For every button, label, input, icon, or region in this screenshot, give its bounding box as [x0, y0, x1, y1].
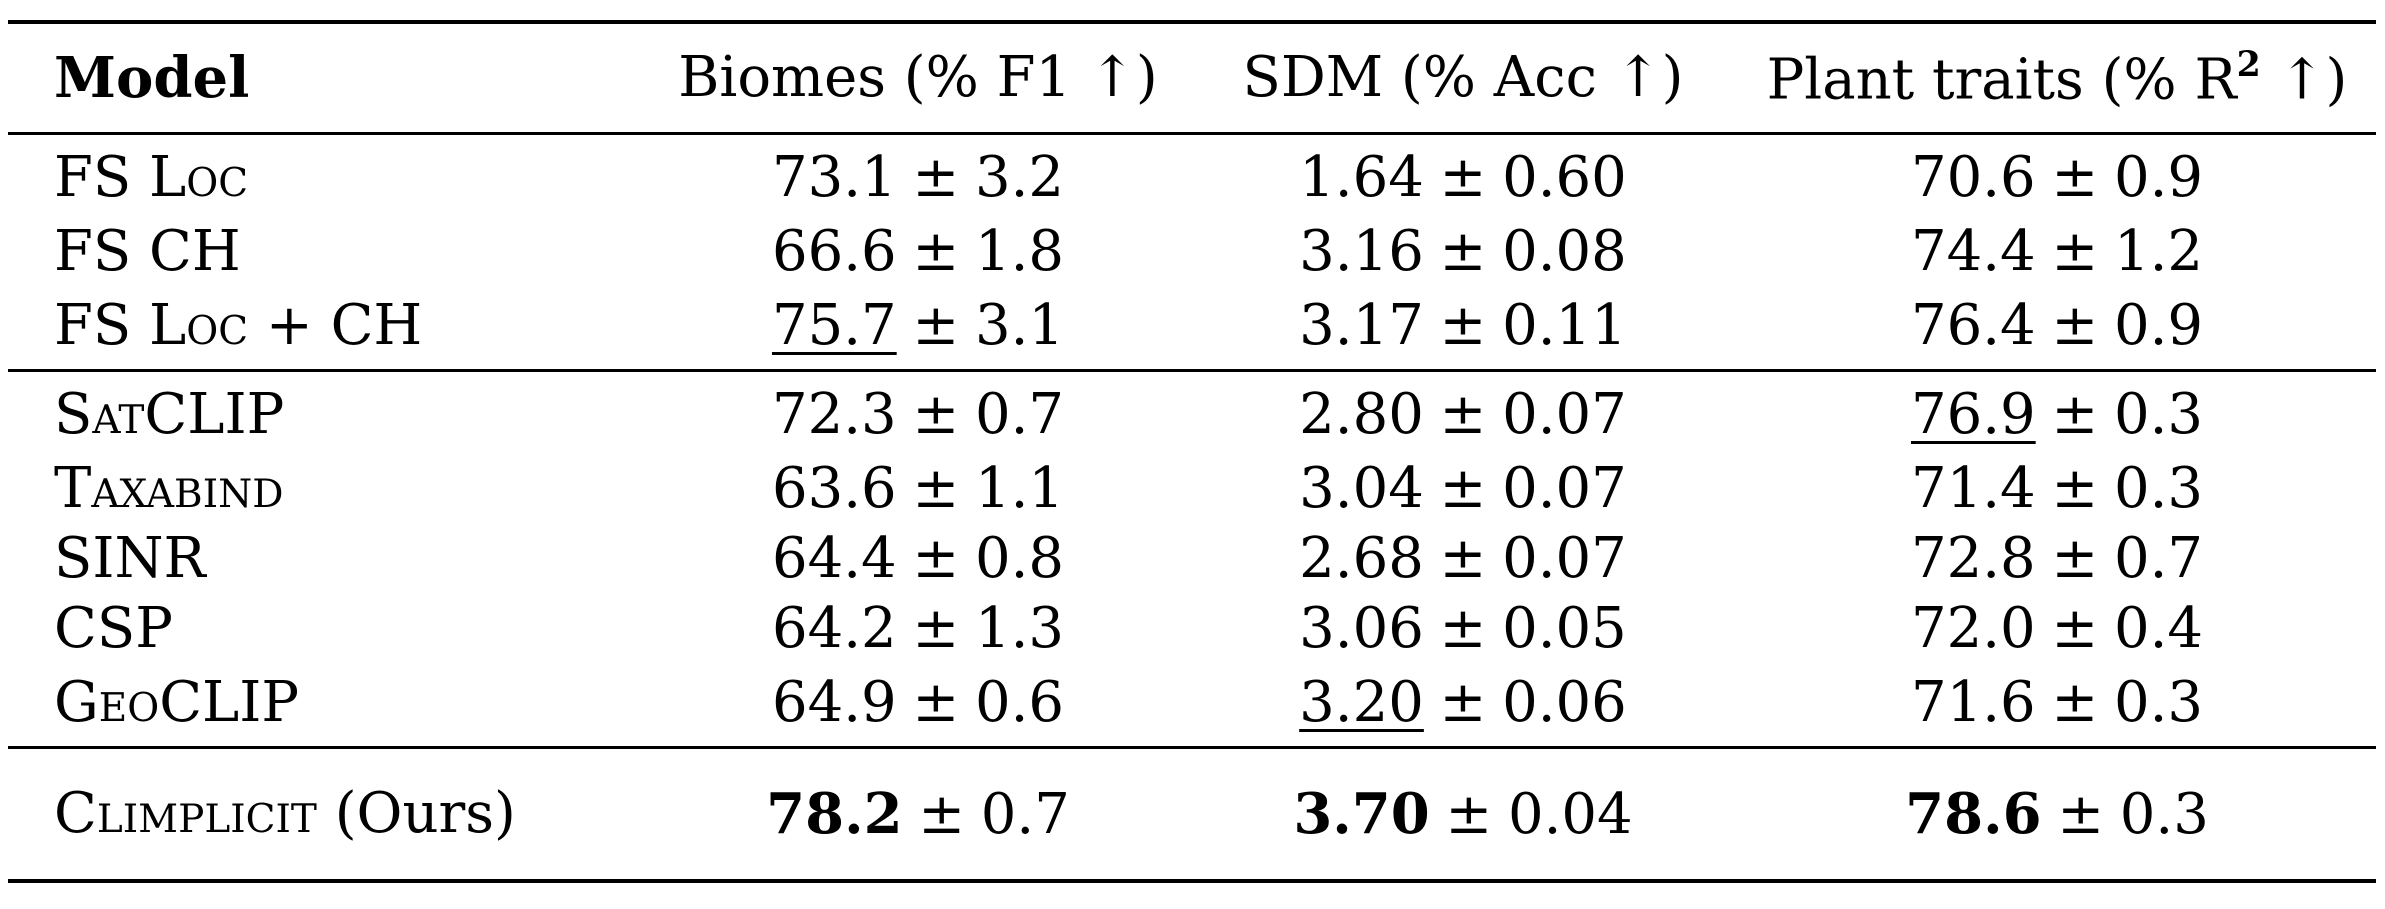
- sdm-cell: 3.20 ±0.06: [1299, 670, 1627, 735]
- biomes-cell: 64.9 ±0.6: [771, 670, 1064, 735]
- header-plant-traits: Plant traits (% R2 ↑): [1738, 20, 2376, 135]
- model-name: CSP: [54, 596, 173, 661]
- model-name: FS Loc: [54, 145, 249, 210]
- model-name: Climplicit (Ours): [8, 746, 648, 883]
- header-model: Model: [8, 20, 648, 135]
- sdm-cell: 2.80 ±0.07: [1188, 369, 1738, 454]
- table-row: FS CH 66.6 ±1.8 3.16 ±0.08 74.4 ±1.2: [8, 217, 2376, 287]
- traits-cell: 71.6 ±0.3: [1910, 670, 2203, 735]
- traits-cell: 72.8 ±0.7: [1910, 526, 2203, 591]
- header-sdm: SDM (% Acc ↑): [1188, 20, 1738, 135]
- best-value: 3.70: [1293, 780, 1430, 847]
- biomes-cell: 75.7 ±3.1: [771, 293, 1064, 358]
- traits-cell: 74.4 ±1.2: [1910, 219, 2203, 284]
- model-name: FS Loc + CH: [54, 293, 423, 358]
- biomes-cell: 73.1 ±3.2: [771, 145, 1064, 210]
- sdm-cell: 3.16 ±0.08: [1299, 219, 1627, 284]
- biomes-cell: 66.6 ±1.8: [771, 219, 1064, 284]
- second-best-value: 75.7: [771, 293, 897, 358]
- best-value: 78.6: [1905, 780, 2042, 847]
- table-row: SatCLIP 72.3 ±0.7 2.80 ±0.07 76.9 ±0.3: [8, 369, 2376, 454]
- table-row: Taxabind 63.6 ±1.1 3.04 ±0.07 71.4 ±0.3: [8, 454, 2376, 524]
- biomes-cell: 64.2 ±1.3: [771, 596, 1064, 661]
- sdm-cell: 3.17 ±0.11: [1299, 293, 1627, 358]
- table-body: FS Loc 73.1 ±3.2 1.64 ±0.60 70.6 ±0.9 FS CH…: [8, 134, 2376, 883]
- second-best-value: 76.9: [1910, 382, 2036, 447]
- biomes-cell: 72.3 ±0.7: [648, 369, 1188, 454]
- table-row: FS Loc 73.1 ±3.2 1.64 ±0.60 70.6 ±0.9: [8, 134, 2376, 218]
- model-name: SatCLIP: [8, 369, 648, 454]
- model-name: Taxabind: [54, 456, 284, 521]
- sdm-cell: 3.04 ±0.07: [1299, 456, 1627, 521]
- traits-cell: 72.0 ±0.4: [1910, 596, 2203, 661]
- sdm-cell: 2.68 ±0.07: [1299, 526, 1627, 591]
- sdm-cell: 3.06 ±0.05: [1299, 596, 1627, 661]
- header-biomes: Biomes (% F1 ↑): [648, 20, 1188, 135]
- traits-cell: 76.4 ±0.9: [1910, 293, 2203, 358]
- traits-cell: 70.6 ±0.9: [1910, 145, 2203, 210]
- model-name: SINR: [54, 526, 206, 591]
- table-row: FS Loc + CH 75.7 ±3.1 3.17 ±0.11 76.4 ±0.9: [8, 287, 2376, 371]
- header-row: Model Biomes (% F1 ↑) SDM (% Acc ↑) Plan…: [8, 20, 2376, 135]
- traits-cell: 71.4 ±0.3: [1910, 456, 2203, 521]
- biomes-cell: 63.6 ±1.1: [771, 456, 1064, 521]
- table-row-ours: Climplicit (Ours) 78.2 ±0.7 3.70 ±0.04 78.…: [8, 746, 2376, 883]
- model-name: GeoCLIP: [54, 670, 300, 735]
- table-row: CSP 64.2 ±1.3 3.06 ±0.05 72.0 ±0.4: [8, 594, 2376, 664]
- best-value: 78.2: [766, 780, 903, 847]
- traits-cell: 76.9 ±0.3: [1738, 369, 2376, 454]
- model-name: FS CH: [54, 219, 241, 284]
- biomes-cell: 78.2 ±0.7: [648, 746, 1188, 883]
- table-row: GeoCLIP 64.9 ±0.6 3.20 ±0.06 71.6 ±0.3: [8, 664, 2376, 748]
- results-table: Model Biomes (% F1 ↑) SDM (% Acc ↑) Plan…: [8, 20, 2376, 883]
- sdm-cell: 1.64 ±0.60: [1299, 145, 1627, 210]
- traits-cell: 78.6 ±0.3: [1738, 746, 2376, 883]
- second-best-value: 3.20: [1299, 670, 1424, 735]
- table-row: SINR 64.4 ±0.8 2.68 ±0.07 72.8 ±0.7: [8, 524, 2376, 594]
- sdm-cell: 3.70 ±0.04: [1188, 746, 1738, 883]
- biomes-cell: 64.4 ±0.8: [771, 526, 1064, 591]
